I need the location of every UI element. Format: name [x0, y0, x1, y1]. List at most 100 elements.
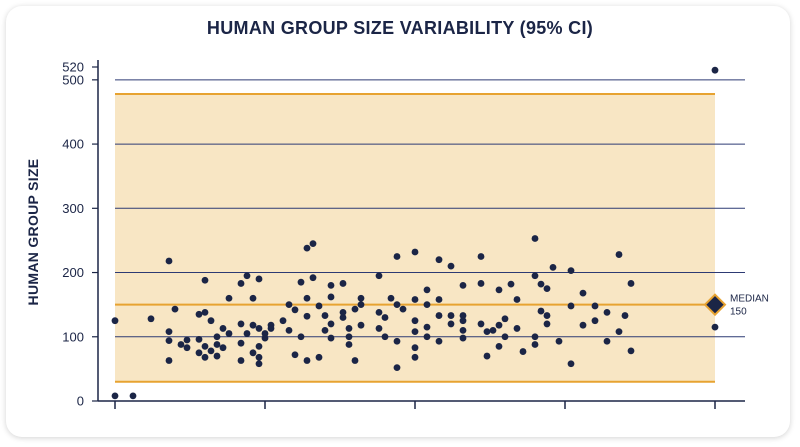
- data-point-104: [447, 312, 455, 319]
- confidence-band: [115, 93, 715, 382]
- data-point-45: [267, 325, 275, 332]
- data-point-141: [579, 321, 587, 329]
- data-point-77: [357, 321, 365, 329]
- data-point-59: [315, 302, 323, 310]
- data-point-95: [423, 286, 431, 294]
- data-point-144: [603, 308, 611, 316]
- data-point-129: [531, 341, 539, 348]
- data-point-40: [255, 353, 263, 361]
- data-point-48: [285, 326, 293, 334]
- data-point-83: [387, 294, 395, 302]
- data-point-133: [543, 312, 551, 319]
- data-point-145: [603, 337, 611, 345]
- data-point-24: [219, 325, 227, 332]
- data-point-152: [711, 66, 719, 74]
- data-point-116: [489, 326, 497, 334]
- data-point-60: [315, 353, 323, 361]
- y-tick-label-200: 200: [62, 265, 84, 280]
- data-point-88: [399, 305, 407, 313]
- data-point-11: [183, 344, 191, 352]
- data-point-41: [255, 360, 263, 368]
- data-point-80: [375, 325, 383, 332]
- data-point-55: [303, 244, 311, 252]
- data-point-123: [513, 325, 521, 332]
- median-diamond-icon: [703, 293, 727, 317]
- data-point-75: [357, 301, 365, 309]
- data-point-50: [297, 278, 305, 286]
- data-point-36: [249, 349, 257, 357]
- data-point-135: [549, 264, 557, 271]
- data-point-108: [459, 317, 467, 325]
- data-point-34: [249, 321, 257, 329]
- data-point-101: [435, 312, 443, 319]
- data-point-82: [381, 314, 389, 321]
- data-point-125: [519, 348, 527, 355]
- data-point-21: [213, 333, 221, 341]
- data-point-140: [579, 289, 587, 297]
- data-point-29: [237, 320, 245, 328]
- data-point-6: [165, 337, 173, 345]
- data-point-78: [375, 272, 383, 280]
- gridline-layer: [115, 79, 745, 338]
- data-point-69: [339, 308, 347, 316]
- data-points-layer: [111, 66, 719, 400]
- data-point-58: [309, 240, 317, 248]
- data-point-149: [627, 280, 635, 287]
- data-point-9: [177, 341, 185, 348]
- data-point-131: [537, 307, 545, 315]
- data-point-137: [567, 267, 575, 275]
- data-point-89: [411, 248, 419, 256]
- data-point-148: [621, 312, 629, 319]
- data-point-70: [345, 333, 353, 341]
- data-point-96: [423, 301, 431, 309]
- data-point-100: [435, 296, 443, 303]
- data-point-86: [393, 337, 401, 345]
- data-point-71: [345, 325, 353, 332]
- data-point-43: [261, 334, 269, 342]
- y-tick-label-0: 0: [77, 394, 84, 409]
- data-point-61: [321, 326, 329, 334]
- data-point-130: [537, 280, 545, 288]
- data-point-56: [303, 357, 311, 364]
- data-point-115: [483, 352, 491, 360]
- data-point-118: [495, 321, 503, 329]
- chart-title: HUMAN GROUP SIZE VARIABILITY (95% CI): [206, 18, 594, 38]
- data-point-14: [195, 310, 203, 318]
- data-point-51: [291, 351, 299, 359]
- data-point-151: [711, 323, 719, 331]
- data-point-10: [183, 336, 191, 344]
- data-point-23: [213, 341, 221, 348]
- data-point-91: [411, 317, 419, 325]
- data-point-126: [531, 235, 539, 242]
- data-point-132: [543, 285, 551, 292]
- data-point-54: [303, 312, 311, 320]
- data-point-35: [249, 294, 257, 302]
- data-point-142: [591, 302, 599, 310]
- data-point-85: [393, 301, 401, 309]
- data-point-136: [555, 337, 563, 345]
- data-point-57: [309, 274, 317, 282]
- data-point-73: [351, 357, 359, 364]
- data-point-67: [339, 314, 347, 321]
- data-point-15: [201, 343, 209, 350]
- data-point-5: [165, 328, 173, 336]
- data-point-8: [171, 305, 179, 313]
- data-point-3: [147, 315, 155, 323]
- data-point-146: [615, 251, 623, 258]
- data-point-26: [225, 294, 233, 302]
- data-point-30: [237, 339, 245, 347]
- data-point-74: [351, 305, 359, 313]
- data-point-7: [165, 357, 173, 364]
- data-point-84: [393, 253, 401, 260]
- y-axis-label: HUMAN GROUP SIZE: [25, 159, 41, 306]
- data-point-109: [459, 326, 467, 334]
- median-marker-layer: MEDIAN 150: [703, 293, 769, 318]
- data-point-119: [495, 343, 503, 350]
- data-point-117: [495, 286, 503, 294]
- data-point-134: [543, 320, 551, 328]
- data-point-17: [201, 276, 209, 284]
- data-point-76: [357, 294, 365, 302]
- y-tick-label-100: 100: [62, 329, 84, 344]
